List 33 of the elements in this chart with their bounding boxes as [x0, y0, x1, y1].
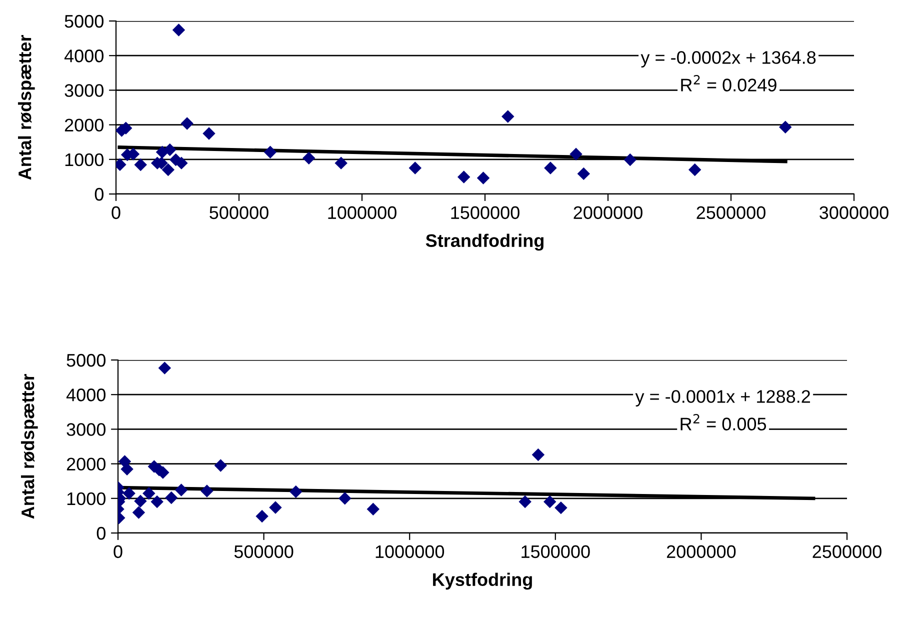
y-tick-label: 1000: [67, 492, 106, 506]
y-tick-label: 0: [94, 188, 104, 201]
x-tick-label: 1500000: [451, 206, 520, 220]
y-tick-label: 5000: [66, 354, 106, 367]
x-tick-label: 3000000: [820, 206, 888, 220]
x-tick-label: 1000000: [376, 545, 444, 558]
annotation: R$^{2}$ = 0.005: [680, 414, 766, 430]
x-tick-label: 2500000: [696, 206, 766, 220]
x-tick-label: 1000000: [328, 206, 396, 220]
x-tick-label: 1500000: [522, 545, 590, 558]
annotation: R$^{2}$ = 0.0249: [681, 74, 776, 92]
y-tick-label: 1000: [65, 153, 104, 166]
y-axis-title: Antal rødspætter: [18, 35, 35, 180]
x-tick-label: 2000000: [666, 545, 736, 558]
x-tick-label: 2000000: [574, 206, 642, 220]
y-tick-label: 4000: [66, 388, 106, 402]
annotation: y = -0.0002x + 1364.8: [640, 51, 816, 68]
y-tick-label: 0: [96, 526, 106, 540]
x-axis-title: Kystfodring: [433, 572, 532, 590]
x-tick-label: 2500000: [812, 545, 882, 558]
y-tick-label: 4000: [64, 50, 104, 62]
x-tick-label: 500000: [234, 545, 294, 558]
y-tick-label: 5000: [64, 14, 104, 28]
y-tick-label: 2000: [66, 458, 106, 471]
y-tick-label: 3000: [66, 423, 106, 436]
x-tick-label: 0: [112, 206, 120, 220]
y-tick-label: 2000: [64, 118, 104, 132]
y-axis-title: Antal rødspætter: [20, 374, 38, 519]
x-axis-title: Strandfodring: [426, 234, 544, 251]
x-tick-label: 0: [114, 545, 122, 558]
y-tick-label: 3000: [64, 84, 104, 97]
x-tick-label: 500000: [210, 206, 268, 220]
annotation: y = -0.0001x + 1288.2: [635, 390, 810, 406]
